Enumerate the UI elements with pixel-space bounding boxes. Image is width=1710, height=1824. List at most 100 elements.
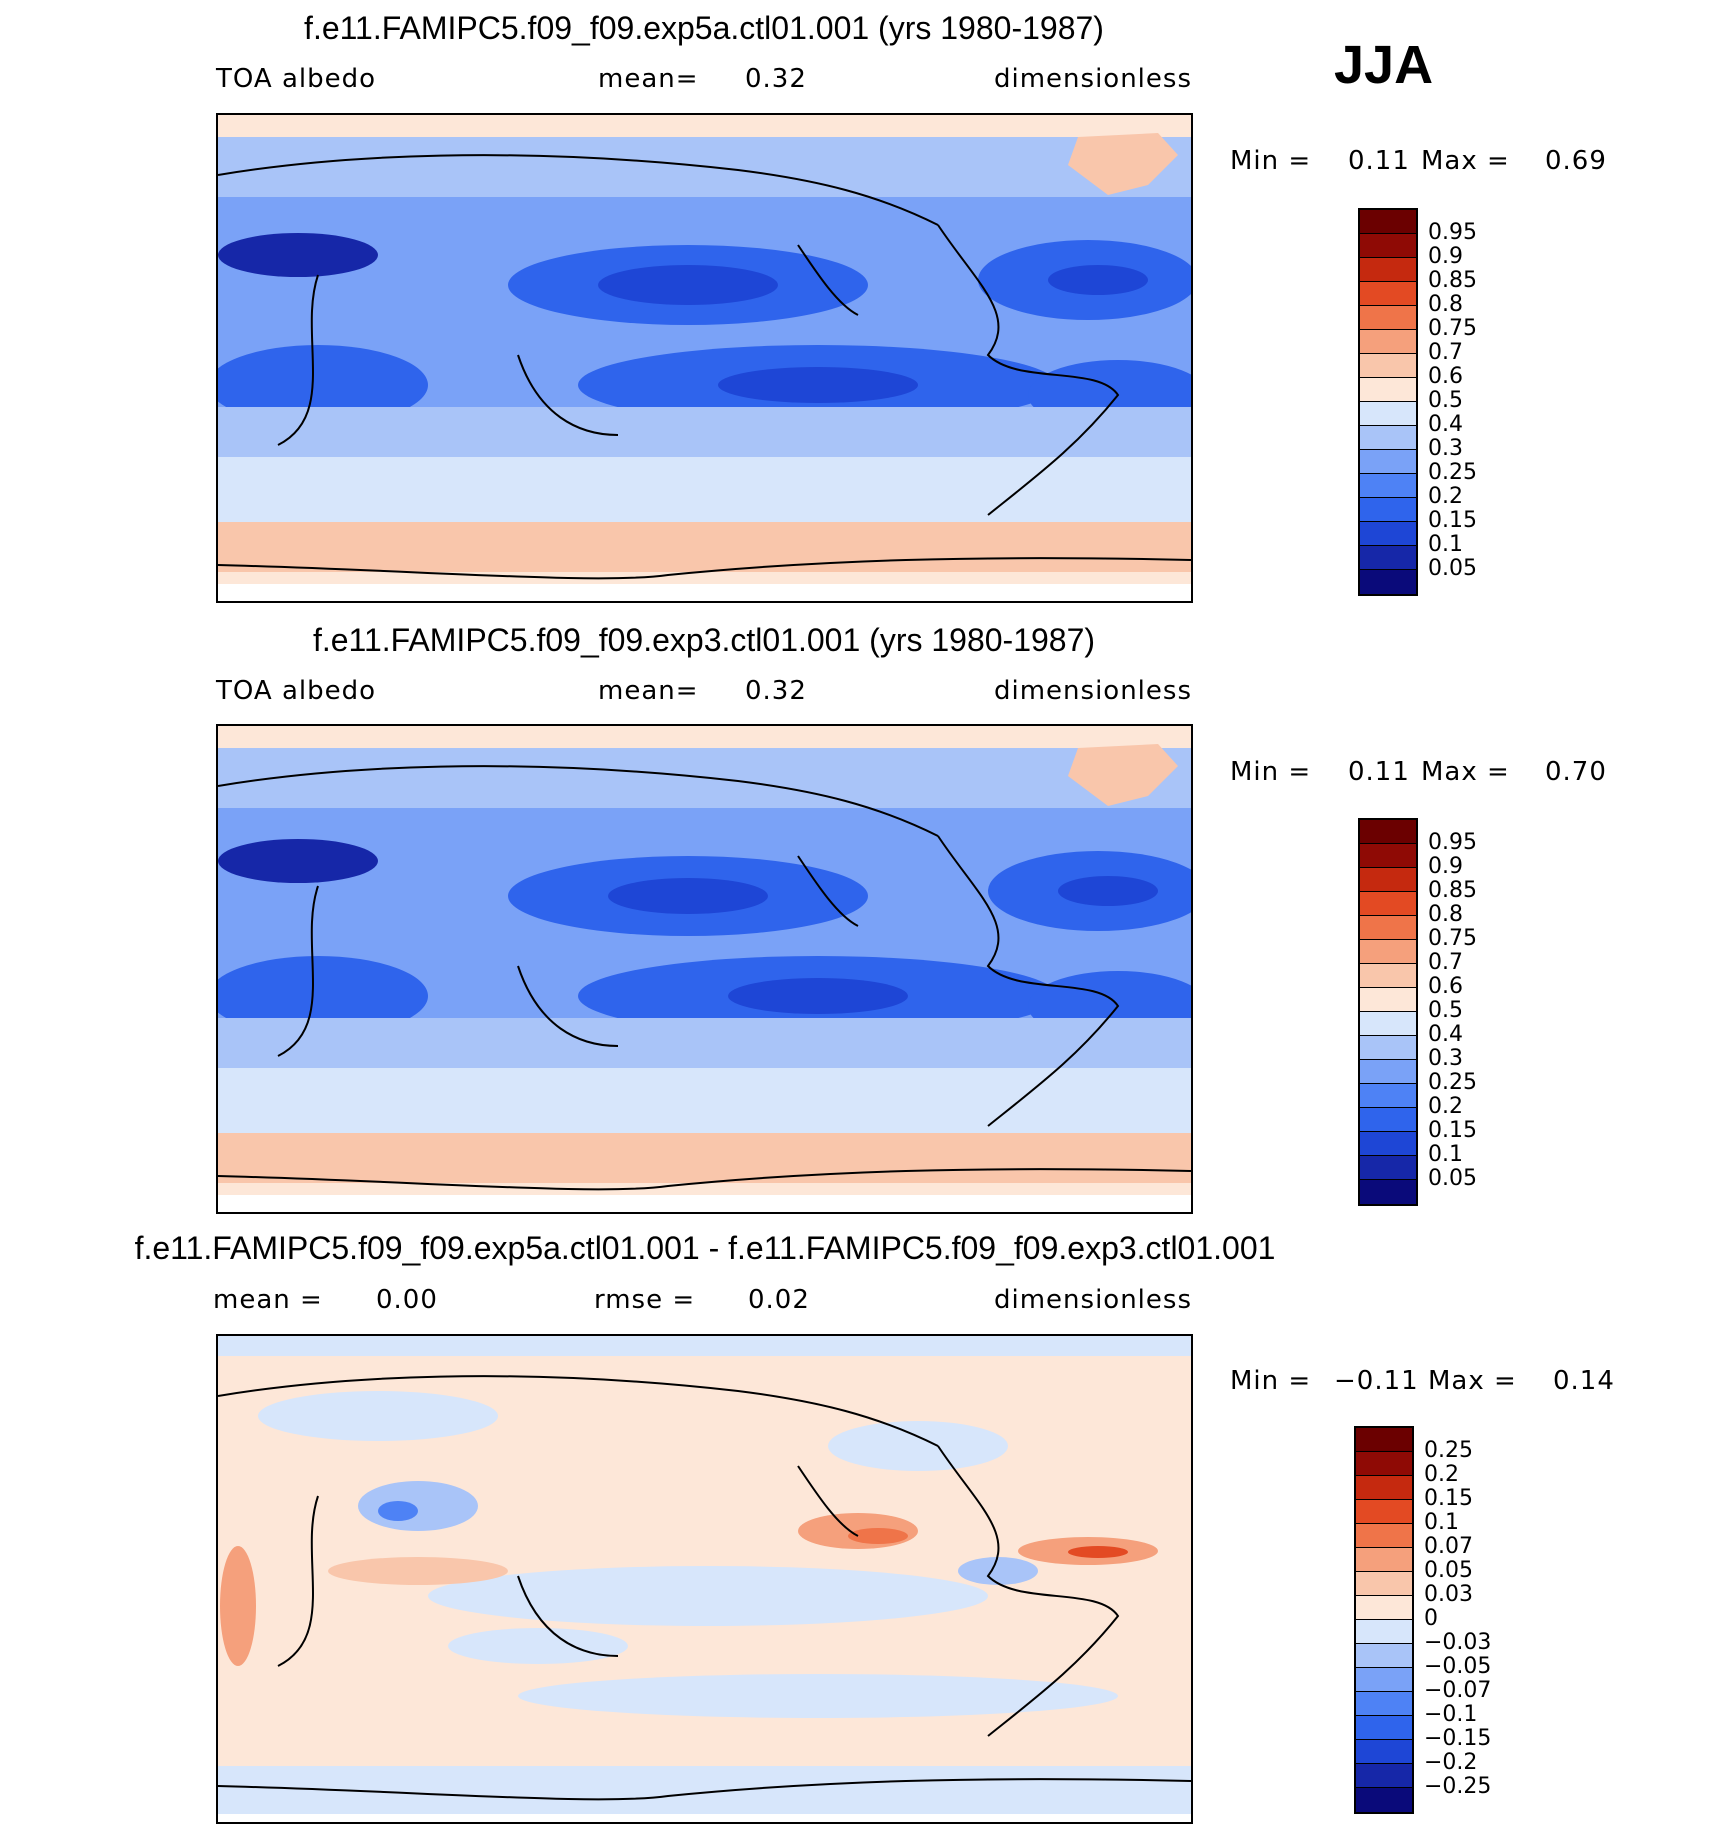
panel3-map [216, 1334, 1193, 1824]
colorbar-swatch [1360, 210, 1416, 234]
colorbar-swatch [1360, 498, 1416, 522]
colorbar-swatch [1360, 378, 1416, 402]
panel3-mean-value: 0.00 [376, 1285, 438, 1315]
colorbar-swatch [1360, 1180, 1416, 1204]
colorbar-swatch [1360, 820, 1416, 844]
colorbar-tick-label: −0.07 [1424, 1678, 1492, 1703]
colorbar-swatch [1360, 522, 1416, 546]
colorbar-swatch [1360, 1036, 1416, 1060]
colorbar-swatch [1360, 546, 1416, 570]
colorbar-swatch [1360, 964, 1416, 988]
colorbar-tick-label: 0.2 [1428, 1094, 1463, 1119]
colorbar-swatch [1356, 1764, 1412, 1788]
colorbar-swatch [1360, 1108, 1416, 1132]
colorbar-tick-label: 0.85 [1428, 878, 1477, 903]
colorbar-swatch [1356, 1500, 1412, 1524]
colorbar-swatch [1356, 1548, 1412, 1572]
colorbar-tick-label: −0.1 [1424, 1702, 1478, 1727]
colorbar-tick-label: 0.75 [1428, 926, 1477, 951]
colorbar-tick-label: 0.5 [1428, 998, 1463, 1023]
colorbar-tick-label: 0.7 [1428, 340, 1463, 365]
colorbar-tick-label: 0.95 [1428, 220, 1477, 245]
season-label: JJA [1334, 35, 1434, 95]
panel3-min-value: −0.11 [1334, 1366, 1419, 1396]
colorbar-swatch [1360, 354, 1416, 378]
colorbar-tick-label: 0.03 [1424, 1582, 1473, 1607]
panel2-units-label: dimensionless [994, 676, 1192, 706]
colorbar-tick-label: 0.05 [1428, 556, 1477, 581]
colorbar-tick-label: 0.6 [1428, 974, 1463, 999]
colorbar-swatch [1360, 1156, 1416, 1180]
colorbar-swatch [1356, 1452, 1412, 1476]
colorbar-swatch [1360, 330, 1416, 354]
panel3-max-value: 0.14 [1553, 1366, 1615, 1396]
colorbar-swatch [1360, 450, 1416, 474]
panel1-map-field [218, 115, 1191, 601]
colorbar-swatch [1360, 892, 1416, 916]
panel2-mean-value: 0.32 [745, 676, 807, 706]
colorbar-swatch [1356, 1596, 1412, 1620]
colorbar-swatch [1356, 1620, 1412, 1644]
colorbar-tick-label: 0.05 [1428, 1166, 1477, 1191]
panel2-min-label: Min = [1230, 757, 1312, 787]
panel1-min-value: 0.11 [1348, 146, 1410, 176]
colorbar-tick-label: 0.5 [1428, 388, 1463, 413]
panel3-max-label: Max = [1428, 1366, 1517, 1396]
panel3-rmse-value: 0.02 [748, 1285, 810, 1315]
panel1-mean-value: 0.32 [745, 64, 807, 94]
colorbar-tick-label: 0.6 [1428, 364, 1463, 389]
colorbar-tick-label: 0.3 [1428, 436, 1463, 461]
colorbar-swatch [1360, 1060, 1416, 1084]
panel2-min-value: 0.11 [1348, 757, 1410, 787]
colorbar-tick-label: −0.15 [1424, 1726, 1492, 1751]
colorbar-swatch [1356, 1788, 1412, 1812]
colorbar-tick-label: 0.07 [1424, 1534, 1473, 1559]
panel2-colorbar-swatches [1358, 818, 1418, 1206]
colorbar-tick-label: 0.3 [1428, 1046, 1463, 1071]
panel3-map-field [218, 1336, 1191, 1814]
panel3-units-label: dimensionless [994, 1285, 1192, 1315]
panel1-colorbar-swatches [1358, 208, 1418, 596]
colorbar-swatch [1360, 402, 1416, 426]
colorbar-tick-label: 0.9 [1428, 854, 1463, 879]
panel1-min-label: Min = [1230, 146, 1312, 176]
colorbar-swatch [1360, 426, 1416, 450]
colorbar-swatch [1360, 306, 1416, 330]
colorbar-tick-label: 0.15 [1428, 1118, 1477, 1143]
colorbar-tick-label: 0.2 [1428, 484, 1463, 509]
colorbar-tick-label: 0.95 [1428, 830, 1477, 855]
panel1-units-label: dimensionless [994, 64, 1192, 94]
colorbar-swatch [1360, 868, 1416, 892]
panel3-mean-label: mean = [213, 1285, 323, 1315]
colorbar-swatch [1356, 1524, 1412, 1548]
panel3-min-label: Min = [1230, 1366, 1312, 1396]
panel1-max-value: 0.69 [1545, 146, 1607, 176]
colorbar-swatch [1360, 474, 1416, 498]
colorbar-tick-label: 0.05 [1424, 1558, 1473, 1583]
panel2-map [216, 724, 1193, 1214]
colorbar-tick-label: 0.1 [1424, 1510, 1459, 1535]
colorbar-swatch [1360, 258, 1416, 282]
colorbar-tick-label: 0.25 [1424, 1438, 1473, 1463]
colorbar-swatch [1356, 1644, 1412, 1668]
panel1-variable-label: TOA albedo [216, 64, 377, 94]
colorbar-swatch [1356, 1428, 1412, 1452]
panel2-max-label: Max = [1421, 757, 1510, 787]
panel2-mean-label: mean= [598, 676, 699, 706]
colorbar-tick-label: 0.15 [1424, 1486, 1473, 1511]
colorbar-swatch [1356, 1668, 1412, 1692]
colorbar-tick-label: 0.7 [1428, 950, 1463, 975]
colorbar-tick-label: 0.8 [1428, 292, 1463, 317]
colorbar-tick-label: −0.05 [1424, 1654, 1492, 1679]
colorbar-tick-label: 0.8 [1428, 902, 1463, 927]
colorbar-tick-label: 0.25 [1428, 460, 1477, 485]
panel3-rmse-label: rmse = [594, 1285, 696, 1315]
colorbar-tick-label: 0.4 [1428, 412, 1463, 437]
colorbar-swatch [1356, 1476, 1412, 1500]
colorbar-tick-label: 0.75 [1428, 316, 1477, 341]
colorbar-swatch [1356, 1740, 1412, 1764]
colorbar-tick-label: 0.85 [1428, 268, 1477, 293]
colorbar-swatch [1360, 940, 1416, 964]
colorbar-tick-label: −0.03 [1424, 1630, 1492, 1655]
panel2-map-field [218, 726, 1191, 1212]
